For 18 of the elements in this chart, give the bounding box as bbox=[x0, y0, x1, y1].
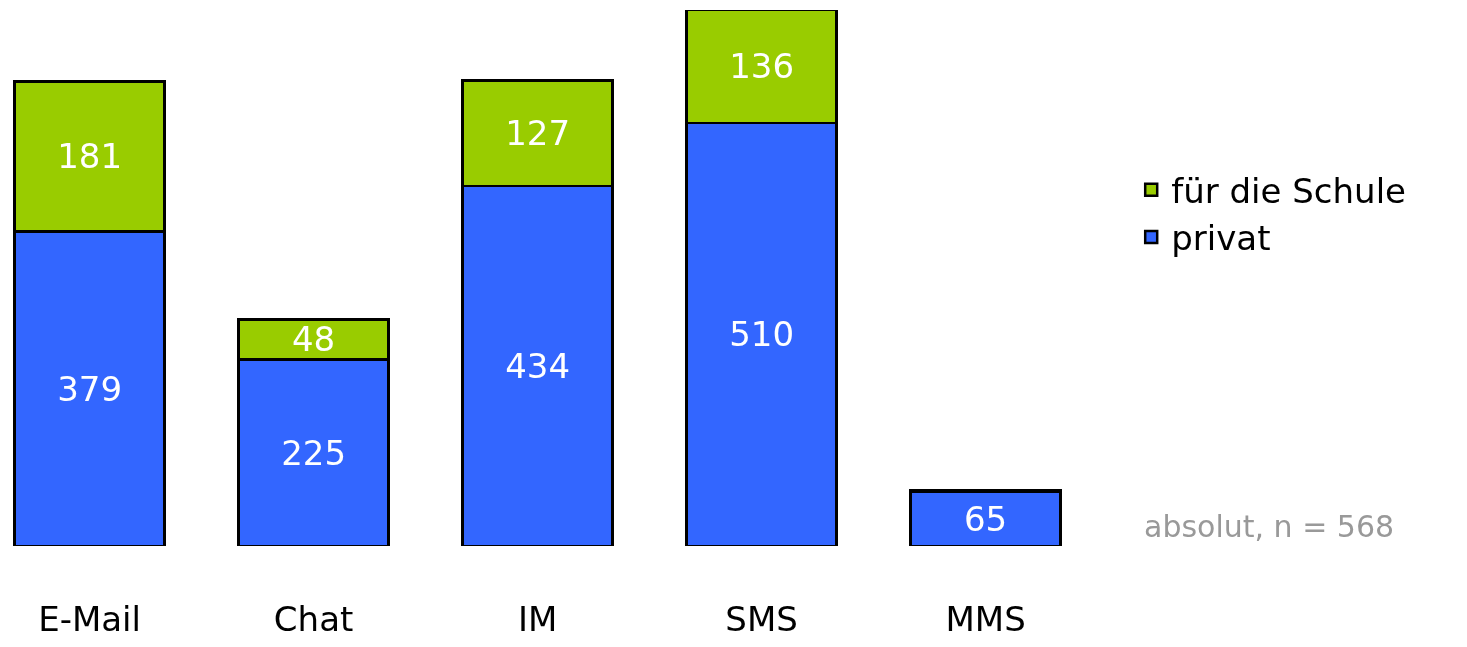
bar bbox=[909, 490, 1062, 546]
data-label: 510 bbox=[729, 314, 795, 355]
data-label: 434 bbox=[505, 345, 571, 386]
legend-label: privat bbox=[1171, 218, 1271, 259]
x-tick-label: E-Mail bbox=[38, 599, 142, 639]
x-tick-label: IM bbox=[517, 599, 558, 639]
data-label: 136 bbox=[729, 46, 795, 87]
data-label: 127 bbox=[505, 113, 571, 154]
data-label: 65 bbox=[963, 499, 1008, 540]
data-label: 225 bbox=[281, 432, 347, 473]
x-tick-label: MMS bbox=[945, 599, 1026, 639]
x-tick-label: Chat bbox=[273, 599, 354, 639]
text: absolut, n = 568 bbox=[1144, 509, 1395, 544]
data-label: 181 bbox=[57, 136, 123, 177]
data-label: 48 bbox=[291, 319, 336, 360]
legend-label: für die Schule bbox=[1171, 171, 1406, 212]
data-label: 379 bbox=[57, 368, 123, 409]
x-tick-label: SMS bbox=[725, 599, 798, 639]
